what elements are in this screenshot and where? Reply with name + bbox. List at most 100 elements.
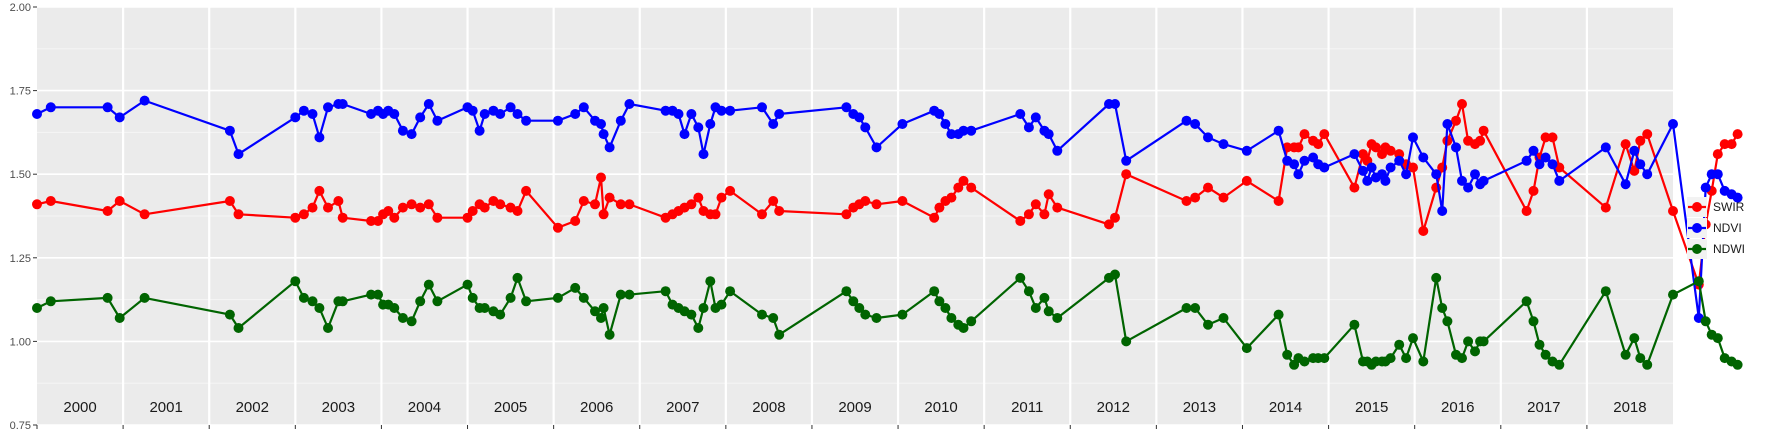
- data-point-swir: [1600, 202, 1611, 213]
- data-point-ndwi: [1540, 349, 1551, 360]
- data-point-ndwi: [686, 309, 697, 320]
- data-point-ndvi: [693, 122, 704, 133]
- data-point-swir: [1540, 132, 1551, 143]
- data-point-ndwi: [1190, 303, 1201, 313]
- legend-key-point: [1692, 223, 1702, 233]
- data-point-ndvi: [578, 102, 589, 113]
- data-point-ndwi: [467, 292, 478, 303]
- data-point-ndwi: [1299, 356, 1310, 367]
- year-label: 2011: [1011, 399, 1043, 416]
- data-point-ndwi: [1408, 333, 1418, 344]
- data-point-ndwi: [495, 309, 506, 320]
- data-point-swir: [1190, 192, 1201, 203]
- data-point-swir: [929, 212, 940, 223]
- data-point-ndvi: [673, 109, 684, 119]
- data-point-swir: [307, 202, 318, 213]
- data-point-swir: [1241, 175, 1252, 186]
- data-point-ndwi: [373, 289, 383, 300]
- data-point-swir: [1418, 226, 1429, 236]
- data-point-ndvi: [337, 99, 348, 109]
- data-point-swir: [432, 212, 443, 223]
- data-point-ndvi: [1203, 132, 1213, 143]
- data-point-swir: [366, 216, 377, 226]
- year-label: 2010: [924, 399, 957, 416]
- data-point-ndvi: [860, 122, 871, 133]
- data-point-ndvi: [45, 102, 56, 113]
- data-point-ndwi: [615, 289, 626, 300]
- data-point-ndwi: [1629, 333, 1640, 344]
- data-point-ndwi: [578, 292, 589, 303]
- data-point-swir: [570, 216, 581, 226]
- data-point-ndwi: [598, 303, 609, 313]
- data-point-ndvi: [432, 115, 443, 126]
- data-point-ndwi: [871, 313, 882, 323]
- data-point-ndvi: [1218, 139, 1229, 150]
- data-point-ndwi: [570, 282, 581, 293]
- year-label: 2016: [1441, 399, 1474, 416]
- data-point-ndvi: [1635, 159, 1646, 170]
- year-label: 2005: [494, 399, 527, 416]
- data-point-swir: [1408, 162, 1418, 173]
- data-point-ndvi: [1547, 159, 1558, 170]
- data-point-ndwi: [757, 309, 767, 320]
- year-label: 2009: [838, 399, 871, 416]
- data-point-ndvi: [389, 109, 400, 119]
- data-point-ndvi: [1052, 145, 1063, 156]
- data-point-swir: [1457, 99, 1467, 109]
- data-point-ndwi: [102, 292, 113, 303]
- data-point-ndvi: [415, 112, 426, 123]
- data-point-ndwi: [139, 292, 150, 303]
- data-point-ndvi: [224, 125, 235, 136]
- data-point-ndwi: [1554, 359, 1565, 370]
- data-point-swir: [934, 202, 945, 213]
- data-point-swir: [1475, 135, 1486, 146]
- data-point-ndwi: [966, 316, 977, 327]
- data-point-ndvi: [1299, 155, 1310, 166]
- data-point-ndwi: [934, 296, 945, 307]
- series-swir: [32, 99, 1743, 290]
- legend-key-point: [1692, 202, 1702, 212]
- data-point-swir: [397, 202, 408, 213]
- data-point-swir: [1719, 139, 1730, 150]
- data-point-swir: [1203, 182, 1213, 193]
- data-point-ndwi: [233, 323, 244, 333]
- data-point-ndvi: [946, 129, 957, 140]
- data-point-ndvi: [1442, 119, 1453, 129]
- data-point-swir: [1273, 196, 1284, 206]
- data-point-ndvi: [1712, 169, 1723, 180]
- data-point-ndwi: [1442, 316, 1453, 327]
- data-point-swir: [1052, 202, 1063, 213]
- y-tick-label: 2.00: [10, 2, 31, 14]
- data-point-swir: [389, 212, 400, 223]
- data-point-ndvi: [774, 109, 785, 119]
- data-point-swir: [1668, 206, 1678, 216]
- data-point-ndvi: [32, 109, 42, 119]
- data-point-ndvi: [474, 125, 485, 136]
- data-point-swir: [1104, 219, 1114, 230]
- data-point-ndvi: [958, 125, 969, 136]
- legend-label: SWIR: [1713, 200, 1745, 214]
- data-point-swir: [624, 199, 635, 210]
- data-point-ndvi: [1401, 169, 1412, 180]
- data-point-ndvi: [1043, 129, 1054, 140]
- data-point-ndvi: [102, 102, 113, 113]
- series-layer: [32, 95, 1743, 370]
- year-label: 2015: [1355, 399, 1388, 416]
- year-label: 2007: [666, 399, 699, 416]
- data-point-ndvi: [841, 102, 852, 113]
- data-point-ndwi: [774, 329, 785, 340]
- data-point-ndvi: [1554, 175, 1565, 186]
- data-point-ndwi: [1528, 316, 1539, 327]
- data-point-ndvi: [705, 119, 716, 129]
- data-point-ndwi: [521, 296, 532, 307]
- data-point-swir: [1181, 196, 1192, 206]
- data-point-ndvi: [1190, 119, 1201, 129]
- y-axis: 0.75 1.00 1.25 1.50 1.75 2.00: [10, 2, 1588, 432]
- data-point-swir: [860, 196, 871, 206]
- grid-lines: [37, 6, 1673, 426]
- data-point-ndwi: [1521, 296, 1532, 307]
- data-point-ndvi: [660, 105, 671, 116]
- data-point-ndwi: [1600, 286, 1611, 297]
- data-point-swir: [1451, 115, 1461, 126]
- data-point-swir: [139, 209, 150, 220]
